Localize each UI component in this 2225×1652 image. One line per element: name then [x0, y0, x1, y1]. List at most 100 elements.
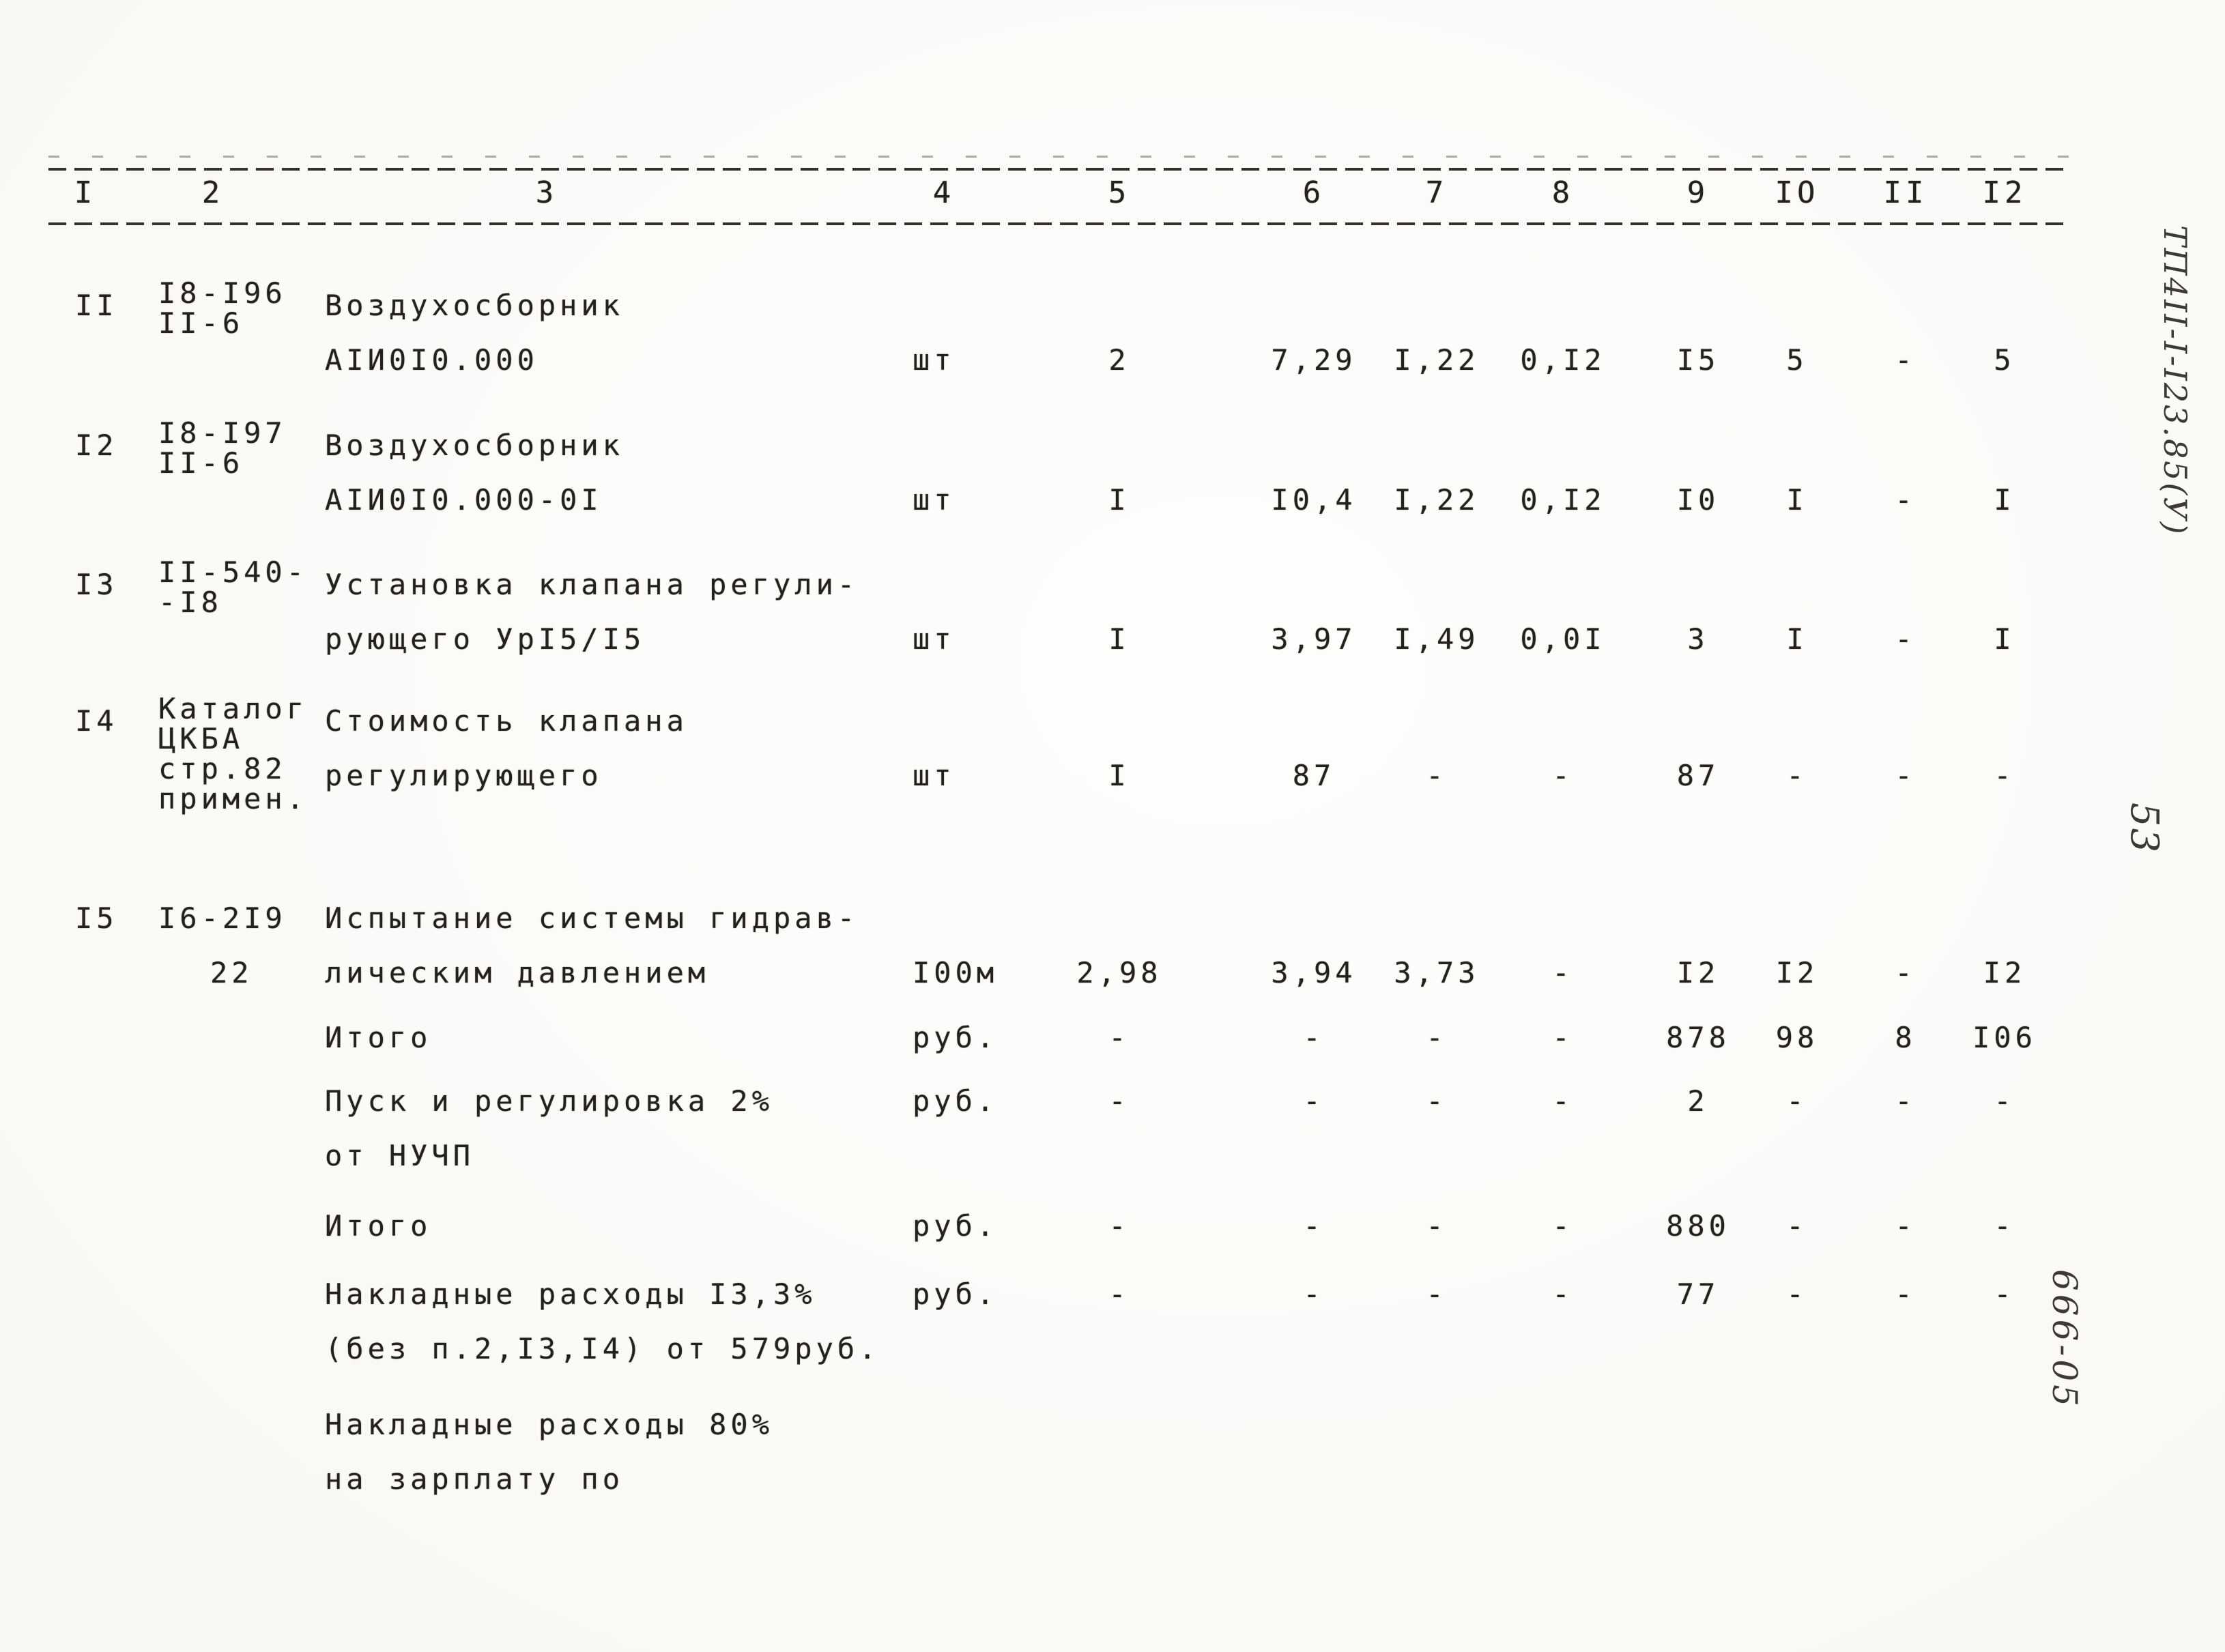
name-line: на зарплату по [325, 1462, 625, 1496]
value-cell: I,22 [1394, 483, 1480, 517]
name-line: Установка клапана регули- [325, 568, 859, 601]
value-cell: 0,0I [1520, 622, 1606, 656]
name-line: регулирующего [325, 759, 603, 792]
code-line: I6-2I9 [158, 901, 287, 935]
unit-cell: шт [913, 759, 956, 792]
code-line: Каталог [158, 692, 308, 725]
table-rule-faint [48, 156, 2071, 158]
value-cell: - [1303, 1084, 1325, 1118]
value-cell: 98 [1775, 1021, 1819, 1054]
table-row: Пуск и регулировка 2% от НУЧП руб. - - - - 2 - - - [0, 1074, 2116, 1172]
row-number: I2 [75, 429, 118, 462]
value-cell: I [1786, 483, 1808, 517]
value-cell: 878 [1666, 1021, 1730, 1054]
table-row: I2 I8-I97 II-6 Воздухосборник АIИ0I0.000-0I ш… [0, 418, 2116, 517]
table-rule-top [48, 168, 2071, 171]
name-line: Воздухосборник [325, 289, 625, 322]
value-cell: - [1994, 1084, 2015, 1118]
value-cell: 2,98 [1076, 956, 1162, 989]
name-line: Итого [325, 1021, 432, 1054]
value-cell: - [1303, 1277, 1325, 1311]
name-line: АIИ0I0.000-0I [325, 483, 603, 517]
value-cell: I [1994, 483, 2015, 517]
code-line: стр.82 [158, 752, 287, 785]
value-cell: - [1895, 343, 1917, 377]
value-cell: - [1786, 1209, 1808, 1243]
code-cell: I8-I97 II-6 [158, 418, 287, 478]
unit-cell: руб. [913, 1021, 999, 1054]
value-cell: I [1786, 622, 1808, 656]
value-cell: 880 [1666, 1209, 1730, 1243]
value-cell: 87 [1676, 759, 1720, 792]
value-cell: - [1895, 759, 1917, 792]
value-cell: 0,I2 [1520, 483, 1606, 517]
value-cell: - [1552, 1021, 1574, 1054]
value-cell: 3,73 [1394, 956, 1480, 989]
value-cell: - [1426, 1021, 1448, 1054]
code-line: 22 [210, 956, 253, 989]
unit-cell: I00м [913, 956, 999, 989]
value-cell: 77 [1676, 1277, 1720, 1311]
code-line: II-540- [158, 555, 308, 589]
unit-cell: шт [913, 343, 956, 377]
code-line: I8-I97 [158, 416, 287, 450]
name-cell: Установка клапана регули-рующего УрI5/I5 [325, 557, 859, 667]
unit-cell: шт [913, 622, 956, 656]
code-cell: Каталог ЦКБА стр.82 примен. [158, 694, 308, 814]
value-cell: - [1994, 1277, 2015, 1311]
value-cell: I [1994, 622, 2015, 656]
name-line: Пуск и регулировка 2% [325, 1084, 774, 1118]
column-header: 2 [201, 175, 225, 210]
value-cell: I,22 [1394, 343, 1480, 377]
name-cell: Стоимость клапана регулирующего [325, 694, 688, 803]
table-row: Итого руб. - - - - 878 98 8 I06 [0, 1011, 2116, 1054]
value-cell: I [1108, 483, 1130, 517]
table-row: I5 I6-2I9 22 Испытание системы гидрав-личес… [0, 891, 2116, 989]
table-rule-bottom [48, 222, 2071, 225]
value-cell: 7,29 [1271, 343, 1357, 377]
column-header: 8 [1551, 175, 1575, 210]
code-cell: I8-I96 II-6 [158, 278, 287, 338]
name-line: Накладные расходы I3,3% [325, 1277, 816, 1311]
value-cell: - [1895, 1084, 1917, 1118]
unit-cell: руб. [913, 1277, 999, 1311]
row-number: II [75, 289, 118, 322]
name-line: рующего УрI5/I5 [325, 622, 646, 656]
value-cell: - [1303, 1209, 1325, 1243]
unit-cell: шт [913, 483, 956, 517]
value-cell: - [1994, 1209, 2015, 1243]
value-cell: - [1895, 1277, 1917, 1311]
page-number: 53 [2122, 802, 2166, 854]
name-cell: Испытание системы гидрав-лическим давлен… [325, 891, 859, 1000]
value-cell: 2 [1687, 1084, 1709, 1118]
value-cell: - [1552, 1209, 1574, 1243]
value-cell: - [1895, 622, 1917, 656]
value-cell: I [1108, 759, 1130, 792]
name-line: Накладные расходы 80% [325, 1408, 774, 1441]
value-cell: 5 [1994, 343, 2015, 377]
value-cell: 2 [1108, 343, 1130, 377]
unit-cell: руб. [913, 1209, 999, 1243]
code-line: II-6 [158, 446, 244, 480]
value-cell: - [1426, 759, 1448, 792]
value-cell: - [1303, 1021, 1325, 1054]
value-cell: - [1552, 1084, 1574, 1118]
value-cell: I06 [1972, 1021, 2037, 1054]
value-cell: - [1552, 759, 1574, 792]
value-cell: 3,94 [1271, 956, 1357, 989]
name-cell: Пуск и регулировка 2% от НУЧП [325, 1074, 773, 1183]
column-header: 9 [1686, 175, 1710, 210]
name-line: Стоимость клапана [325, 704, 688, 738]
value-cell: - [1552, 956, 1574, 989]
document-series-label: ТП4II-I-I23.85(У) [2157, 225, 2194, 536]
column-header: 5 [1108, 175, 1131, 210]
column-header: 3 [535, 175, 558, 210]
value-cell: - [1426, 1209, 1448, 1243]
name-line: Воздухосборник [325, 429, 625, 462]
name-line: АIИ0I0.000 [325, 343, 539, 377]
name-line: от НУЧП [325, 1139, 475, 1172]
code-line: ЦКБА [158, 722, 244, 755]
value-cell: - [1895, 483, 1917, 517]
value-cell: I [1108, 622, 1130, 656]
value-cell: I5 [1676, 343, 1720, 377]
